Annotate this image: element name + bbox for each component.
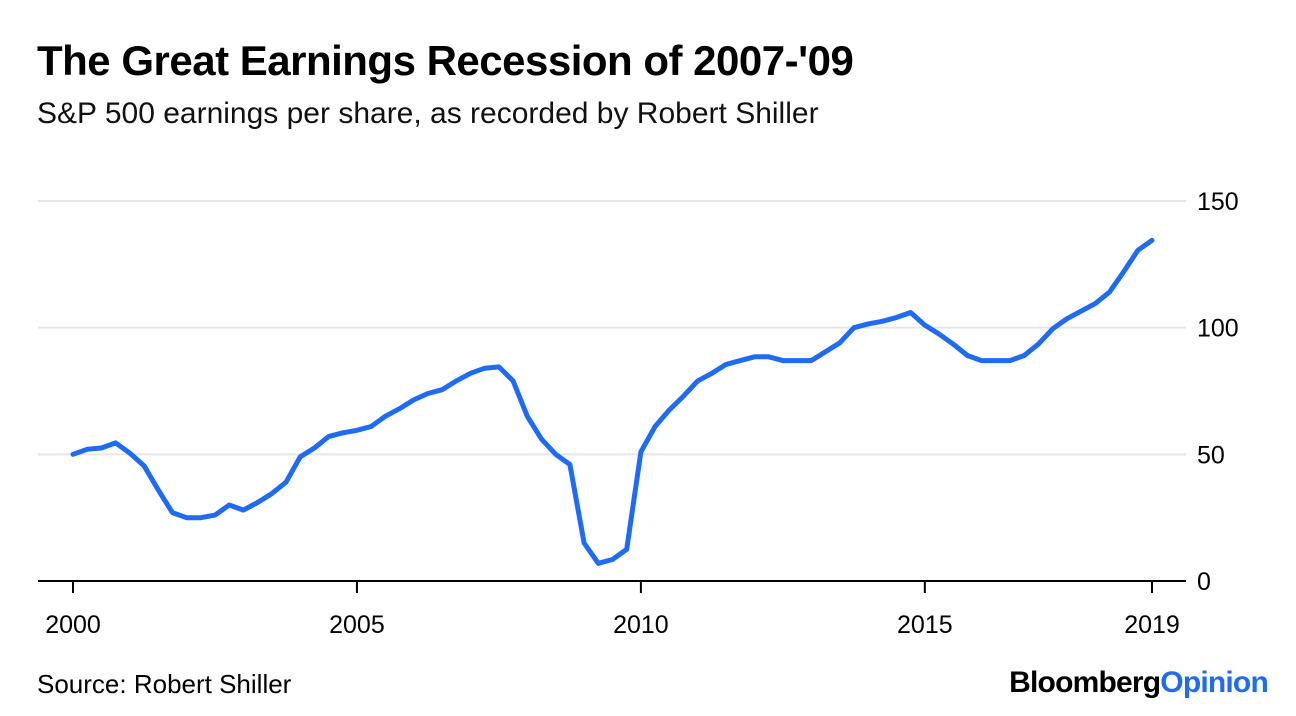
x-tick-label: 2005 (329, 611, 385, 639)
brand-logo-part2: Opinion (1160, 666, 1269, 699)
y-tick-label: 100 (1197, 315, 1239, 343)
brand-logo: BloombergOpinion (1009, 666, 1269, 699)
x-tick-label: 2000 (45, 611, 101, 639)
x-tick-label: 2010 (613, 611, 669, 639)
y-tick-label: 0 (1197, 568, 1211, 596)
x-tick-label: 2015 (897, 611, 953, 639)
chart-title: The Great Earnings Recession of 2007-'09 (37, 37, 854, 84)
brand-logo-part1: Bloomberg (1009, 666, 1161, 699)
source-note: Source: Robert Shiller (37, 669, 292, 699)
x-tick-label: 2019 (1124, 611, 1180, 639)
y-tick-label: 50 (1197, 441, 1225, 469)
y-tick-label: 150 (1197, 188, 1239, 216)
chart-subtitle: S&P 500 earnings per share, as recorded … (37, 97, 819, 130)
series-line-eps (70, 237, 1155, 566)
